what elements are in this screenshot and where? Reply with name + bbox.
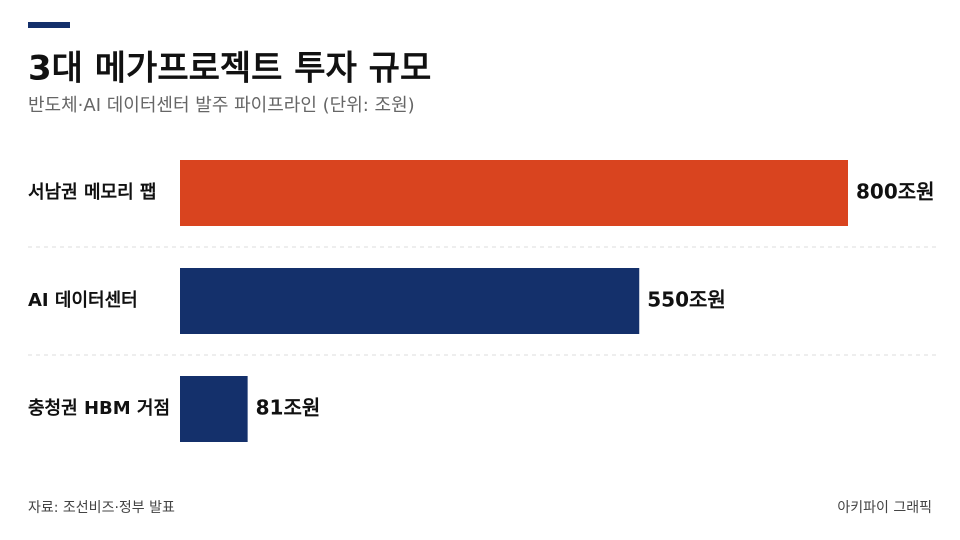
chart-title: 3대 메가프로젝트 투자 규모: [28, 49, 431, 89]
bar: [180, 268, 640, 334]
accent-bar: [28, 22, 70, 28]
chart-subtitle: 반도체·AI 데이터센터 발주 파이프라인 (단위: 조원): [28, 95, 415, 116]
category-label: 서남권 메모리 팹: [28, 182, 156, 203]
value-label: 81조원: [256, 396, 321, 420]
category-label: 충청권 HBM 거점: [28, 398, 170, 419]
value-label: 550조원: [647, 288, 726, 312]
bar: [180, 160, 848, 226]
source: 자료: 조선비즈·정부 발표: [28, 500, 175, 516]
value-label: 800조원: [856, 180, 935, 204]
category-label: AI 데이터센터: [28, 290, 138, 311]
bar: [180, 376, 248, 442]
credit: 아키파이 그래픽: [837, 500, 932, 516]
